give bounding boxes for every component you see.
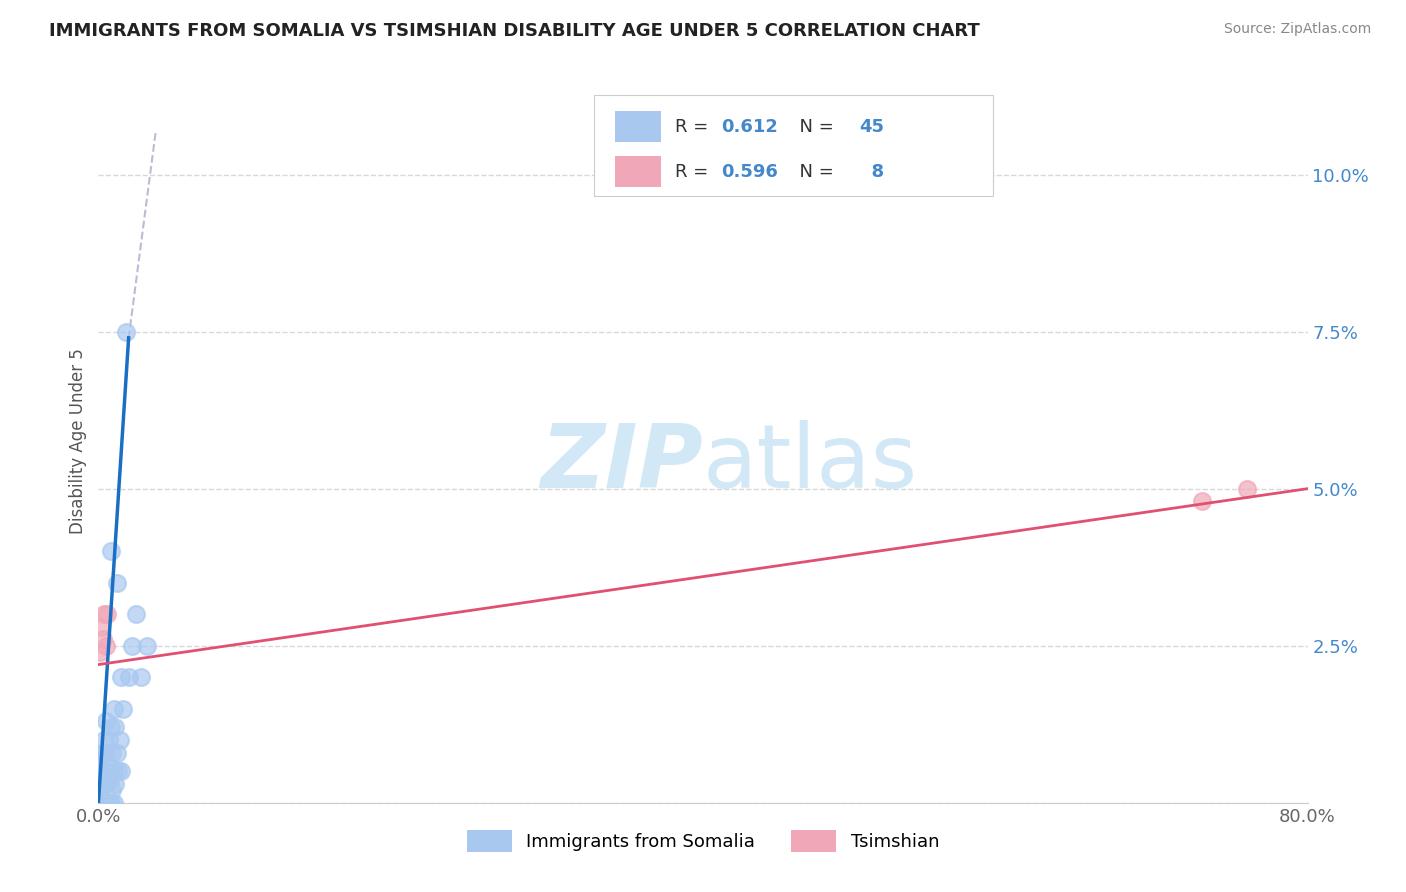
Point <box>89 764 111 779</box>
Point <box>94 746 117 760</box>
Point <box>90 752 112 766</box>
Point <box>91 632 114 647</box>
Point <box>103 701 125 715</box>
Text: atlas: atlas <box>703 420 918 507</box>
Point <box>89 783 111 797</box>
Point <box>135 639 157 653</box>
Point <box>93 733 115 747</box>
Y-axis label: Disability Age Under 5: Disability Age Under 5 <box>69 349 87 534</box>
Text: R =: R = <box>675 162 714 180</box>
Point <box>94 796 117 810</box>
Point <box>89 796 111 810</box>
Text: R =: R = <box>675 118 714 136</box>
Point <box>91 796 114 810</box>
Point <box>110 764 132 779</box>
Point <box>93 777 115 791</box>
Text: 8: 8 <box>859 162 884 180</box>
Bar <box>614 156 661 186</box>
FancyBboxPatch shape <box>595 95 993 196</box>
Point <box>104 777 127 791</box>
Point <box>90 777 112 791</box>
Point <box>96 796 118 810</box>
Point <box>1236 482 1258 496</box>
Point <box>98 733 121 747</box>
Point <box>121 639 143 653</box>
Point <box>90 620 112 634</box>
Point <box>105 746 128 760</box>
Point <box>101 783 124 797</box>
Point <box>93 796 115 810</box>
Point <box>107 764 129 779</box>
Text: 0.596: 0.596 <box>721 162 778 180</box>
Point <box>105 575 128 590</box>
Point <box>94 714 117 728</box>
Point <box>104 720 127 734</box>
Point <box>103 764 125 779</box>
Point <box>91 771 114 785</box>
Text: Source: ZipAtlas.com: Source: ZipAtlas.com <box>1223 22 1371 37</box>
Text: N =: N = <box>787 162 839 180</box>
Text: IMMIGRANTS FROM SOMALIA VS TSIMSHIAN DISABILITY AGE UNDER 5 CORRELATION CHART: IMMIGRANTS FROM SOMALIA VS TSIMSHIAN DIS… <box>49 22 980 40</box>
Text: 45: 45 <box>859 118 884 136</box>
Point <box>100 796 122 810</box>
Point <box>114 325 136 339</box>
Point <box>96 607 118 622</box>
Point <box>129 670 152 684</box>
Point <box>100 544 122 558</box>
Point <box>94 777 117 791</box>
Point <box>1191 494 1213 508</box>
Legend: Immigrants from Somalia, Tsimshian: Immigrants from Somalia, Tsimshian <box>460 822 946 859</box>
Point <box>93 607 115 622</box>
Point <box>103 796 125 810</box>
Point <box>125 607 148 622</box>
Point <box>110 670 132 684</box>
Point <box>100 720 122 734</box>
Text: 0.612: 0.612 <box>721 118 778 136</box>
Point <box>111 701 134 715</box>
Point <box>118 670 141 684</box>
Bar <box>614 112 661 142</box>
Point <box>98 771 121 785</box>
Point <box>91 746 114 760</box>
Point <box>96 764 118 779</box>
Point <box>98 796 121 810</box>
Point <box>89 645 111 659</box>
Point <box>100 771 122 785</box>
Text: ZIP: ZIP <box>540 420 703 507</box>
Point <box>101 746 124 760</box>
Text: N =: N = <box>787 118 839 136</box>
Point <box>94 639 117 653</box>
Point <box>90 796 112 810</box>
Point <box>108 733 131 747</box>
